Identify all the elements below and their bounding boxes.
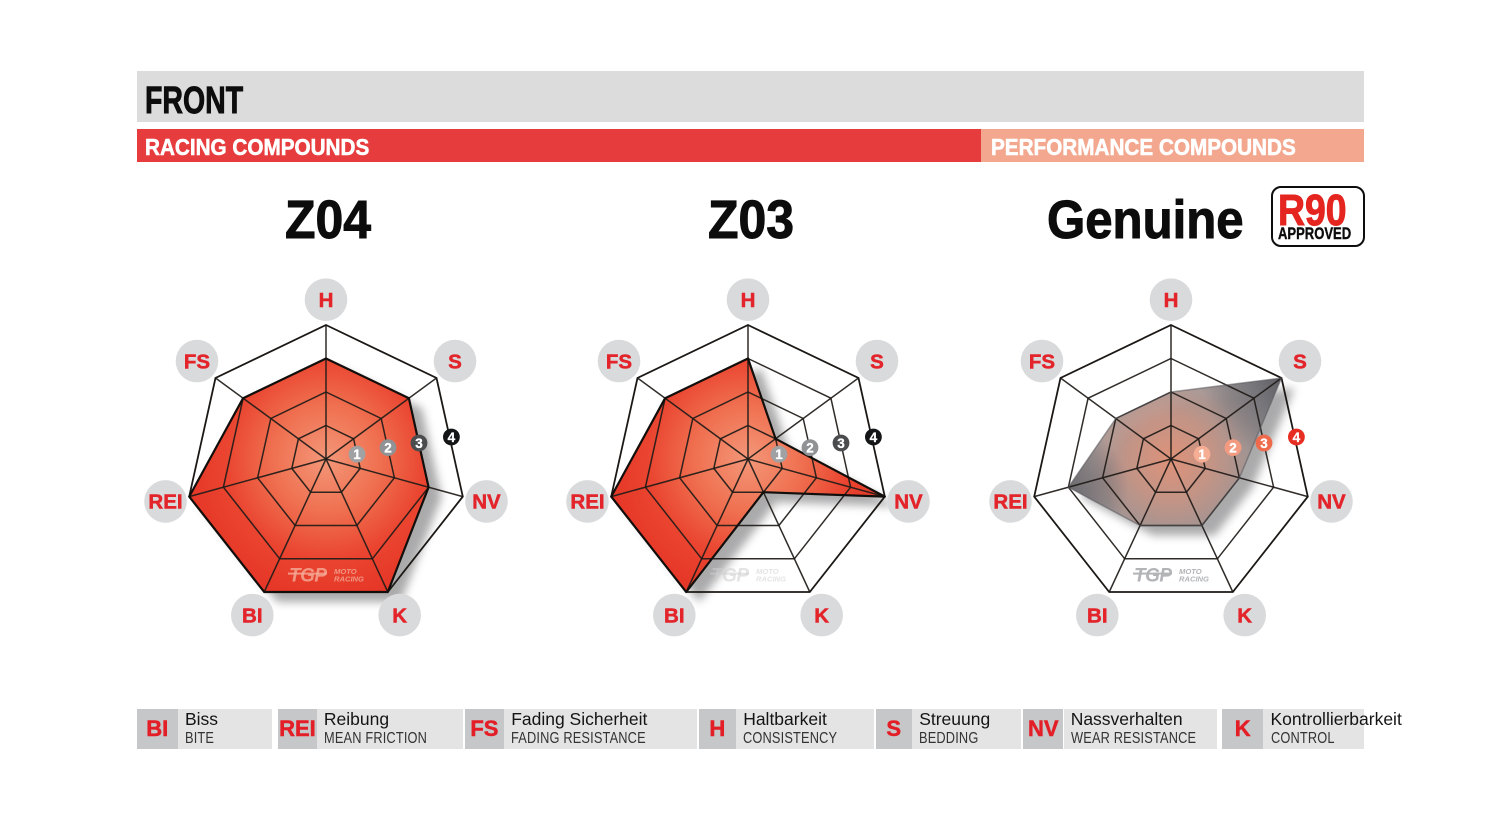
svg-text:S: S (1293, 350, 1307, 373)
svg-text:BI: BI (1087, 604, 1108, 627)
svg-text:4: 4 (447, 430, 455, 445)
svg-text:MOTO: MOTO (334, 567, 357, 576)
svg-text:BI: BI (664, 604, 685, 627)
svg-text:2: 2 (384, 440, 392, 455)
svg-text:1: 1 (1198, 447, 1206, 462)
svg-text:REI: REI (571, 490, 605, 513)
svg-text:1: 1 (353, 447, 361, 462)
svg-text:3: 3 (838, 436, 846, 451)
svg-text:4: 4 (870, 430, 878, 445)
svg-text:MOTO: MOTO (756, 567, 779, 576)
svg-text:3: 3 (1260, 436, 1268, 451)
svg-text:K: K (815, 604, 830, 627)
svg-text:H: H (741, 289, 756, 312)
svg-text:REI: REI (993, 490, 1027, 513)
svg-text:H: H (1164, 289, 1179, 312)
svg-text:RACING: RACING (756, 574, 786, 583)
svg-text:1: 1 (776, 447, 784, 462)
svg-text:MOTO: MOTO (1179, 567, 1202, 576)
svg-text:K: K (1237, 604, 1252, 627)
svg-text:BI: BI (242, 604, 262, 627)
svg-text:3: 3 (415, 436, 423, 451)
svg-text:NV: NV (472, 490, 501, 513)
svg-text:REI: REI (148, 490, 182, 513)
svg-text:4: 4 (1293, 430, 1301, 445)
svg-text:TGP: TGP (289, 565, 327, 586)
svg-text:FS: FS (606, 350, 632, 373)
svg-text:2: 2 (1229, 440, 1237, 455)
svg-text:S: S (448, 350, 462, 373)
svg-text:FS: FS (184, 350, 210, 373)
svg-text:H: H (318, 289, 333, 312)
svg-text:2: 2 (807, 440, 815, 455)
svg-text:K: K (392, 604, 407, 627)
svg-text:RACING: RACING (1179, 574, 1209, 583)
svg-text:RACING: RACING (334, 574, 364, 583)
svg-text:TGP: TGP (1134, 565, 1172, 586)
svg-text:TGP: TGP (711, 565, 749, 586)
svg-text:NV: NV (1317, 490, 1346, 513)
svg-text:FS: FS (1029, 350, 1055, 373)
svg-text:S: S (871, 350, 885, 373)
svg-text:NV: NV (895, 490, 924, 513)
